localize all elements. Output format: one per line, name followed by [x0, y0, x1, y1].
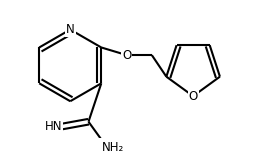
Text: HN: HN [44, 120, 62, 133]
Text: NH₂: NH₂ [102, 141, 124, 154]
Text: N: N [66, 23, 75, 36]
Text: O: O [189, 90, 198, 103]
Text: O: O [122, 49, 132, 62]
